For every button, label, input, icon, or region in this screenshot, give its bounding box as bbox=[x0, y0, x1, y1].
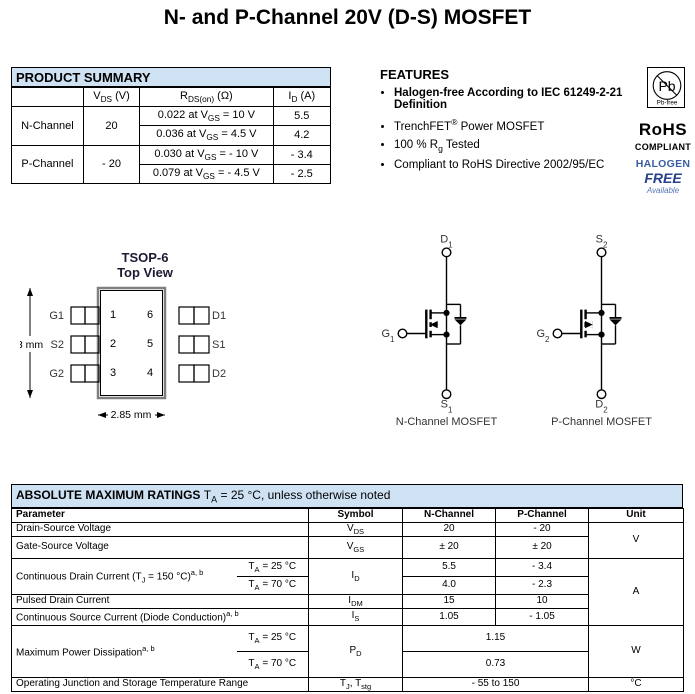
svg-text:D1: D1 bbox=[212, 310, 226, 322]
svg-text:Top View: Top View bbox=[117, 265, 174, 280]
svg-text:G2: G2 bbox=[536, 328, 550, 344]
svg-text:4: 4 bbox=[147, 367, 153, 379]
svg-text:Pb: Pb bbox=[658, 78, 675, 94]
svg-text:S1: S1 bbox=[212, 339, 225, 351]
svg-text:G1: G1 bbox=[381, 328, 395, 344]
svg-text:G2: G2 bbox=[49, 368, 64, 380]
svg-text:D1: D1 bbox=[440, 233, 453, 249]
svg-text:D2: D2 bbox=[212, 368, 226, 380]
svg-text:S1: S1 bbox=[441, 398, 453, 414]
svg-text:S2: S2 bbox=[596, 233, 608, 249]
svg-text:S2: S2 bbox=[51, 339, 64, 351]
svg-text:Pb-free: Pb-free bbox=[657, 100, 678, 107]
svg-text:1: 1 bbox=[110, 309, 116, 321]
svg-text:2: 2 bbox=[110, 338, 116, 350]
svg-text:TSOP-6: TSOP-6 bbox=[122, 250, 169, 265]
svg-text:D2: D2 bbox=[595, 398, 608, 414]
svg-text:5: 5 bbox=[147, 338, 153, 350]
svg-text:G1: G1 bbox=[49, 310, 64, 322]
svg-text:2.85 mm: 2.85 mm bbox=[111, 409, 152, 421]
svg-text:3: 3 bbox=[110, 367, 116, 379]
svg-text:N-Channel MOSFET: N-Channel MOSFET bbox=[396, 416, 498, 428]
svg-text:3 mm: 3 mm bbox=[20, 339, 43, 351]
svg-text:6: 6 bbox=[147, 309, 153, 321]
svg-text:P-Channel MOSFET: P-Channel MOSFET bbox=[551, 416, 652, 428]
